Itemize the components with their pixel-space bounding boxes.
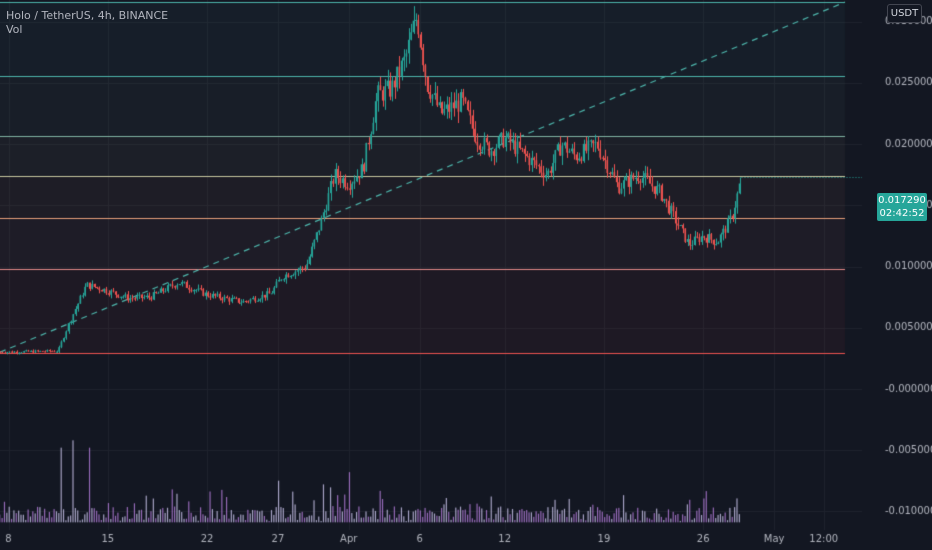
current-price-value: 0.017290 <box>878 195 926 206</box>
bar-countdown: 02:42:52 <box>879 208 925 219</box>
symbol-title[interactable]: Holo / TetherUS, 4h, BINANCE <box>6 9 169 22</box>
chart-legend: Holo / TetherUS, 4h, BINANCE Vol <box>6 9 168 37</box>
volume-label[interactable]: Vol <box>6 23 23 36</box>
current-price-badge: 0.017290 02:42:52 <box>877 193 927 221</box>
currency-button[interactable]: USDT <box>887 4 922 23</box>
